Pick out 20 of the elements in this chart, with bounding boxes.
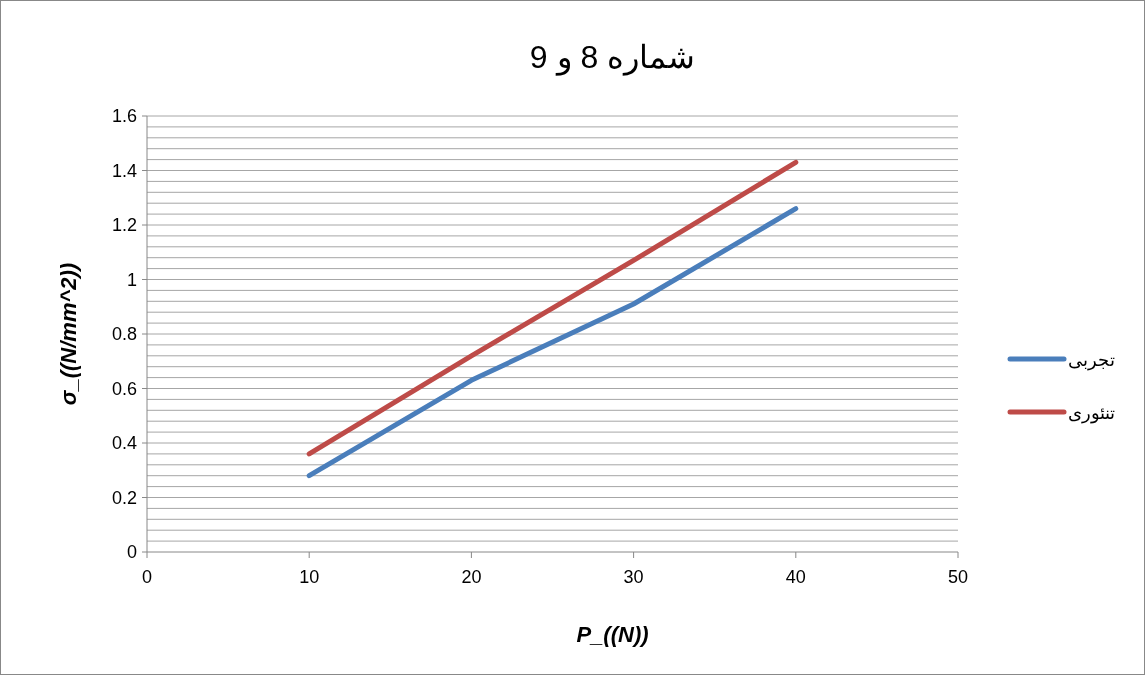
y-tick-label: 0.6 [111,378,137,399]
y-tick-label: 1.6 [111,106,137,126]
y-tick-label: 0.2 [111,487,137,508]
y-tick-label: 0.4 [111,433,137,453]
x-tick-label: 30 [623,567,644,587]
legend-label: تنئوری [1068,403,1115,424]
y-tick-label: 1 [126,269,137,290]
y-tick-label: 0 [126,542,137,562]
chart-title: شماره 8 و 9 [529,39,696,76]
y-tick-label: 1.2 [111,215,137,235]
x-tick-label: 40 [785,567,806,587]
x-axis-title: P_((N)) [576,622,649,647]
x-tick-label: 0 [141,567,153,587]
y-axis-title: σ_((N/mm^2)) [56,262,81,406]
legend-label: تجربی [1068,350,1115,371]
x-tick-label: 10 [299,567,320,587]
y-tick-label: 0.8 [111,324,137,344]
x-tick-label: 20 [461,567,482,587]
x-tick-label: 50 [947,567,969,587]
y-tick-label: 1.4 [111,160,137,181]
